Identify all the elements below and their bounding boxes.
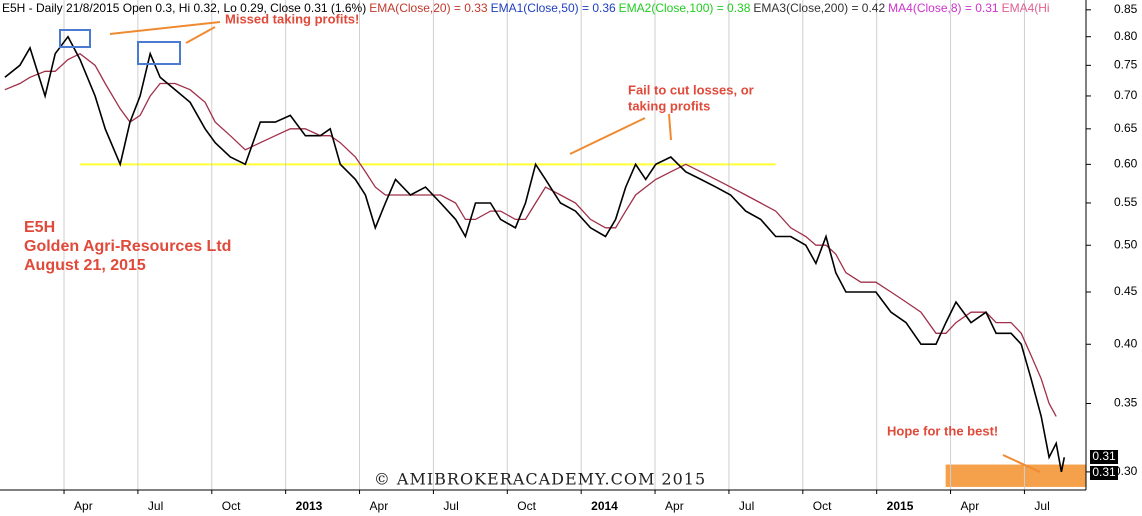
- y-tick-label: 0.80: [1114, 29, 1138, 43]
- x-tick-label: Apr: [961, 499, 980, 513]
- arrow: [1002, 454, 1041, 473]
- price-tag: 0.31: [1092, 465, 1116, 479]
- x-tick-label: Jul: [148, 499, 163, 513]
- y-tick-label: 0.50: [1114, 237, 1138, 251]
- x-tick-label: 2015: [887, 499, 914, 513]
- price-tag-box: [1090, 450, 1118, 464]
- header: E5H - Daily 21/8/2015 Open 0.3, Hi 0.32,…: [2, 1, 1050, 15]
- info: E5H: [24, 219, 55, 236]
- series-line: [4, 35, 1066, 473]
- x-tick-label: Oct: [813, 499, 832, 513]
- x-tick-label: 2014: [591, 499, 618, 513]
- arrow: [569, 117, 646, 155]
- arrow: [109, 21, 221, 35]
- y-tick-label: 0.40: [1114, 336, 1138, 350]
- y-tick-label: 0.30: [1114, 464, 1138, 478]
- grid: [63, 0, 1025, 490]
- x-tick-label: Jul: [443, 499, 458, 513]
- arrows: [109, 21, 1041, 473]
- info: August 21, 2015: [24, 257, 146, 274]
- y-tick-label: 0.75: [1114, 58, 1138, 72]
- annotation: Fail to cut losses, or: [628, 82, 754, 97]
- x-tick-label: Oct: [222, 499, 241, 513]
- y-tick-label: 0.85: [1114, 2, 1138, 16]
- highlight-box: [59, 29, 91, 48]
- header-item: EMA2(Close,100) = 0.38: [619, 1, 751, 15]
- series-line: [4, 52, 1057, 417]
- x-tick-label: Apr: [370, 499, 389, 513]
- x-tick-label: Jul: [1034, 499, 1049, 513]
- header-item: EMA4(Hi: [1002, 1, 1050, 15]
- x-tick-label: Jul: [739, 499, 754, 513]
- price-tag: 0.31: [1092, 449, 1116, 463]
- header-item: E5H - Daily 21/8/2015 Open 0.3, Hi 0.32,…: [2, 1, 366, 15]
- annotation: taking profits: [628, 98, 710, 113]
- y-tick-label: 0.45: [1114, 284, 1138, 298]
- price-tag-box: [1090, 466, 1118, 480]
- y-tick-label: 0.65: [1114, 121, 1138, 135]
- watermark: © AMIBROKERACADEMY.COM 2015: [374, 470, 706, 489]
- x-tick-label: 2013: [296, 499, 323, 513]
- highlight-box: [137, 41, 181, 65]
- x-tick-label: Apr: [665, 499, 684, 513]
- header-item: EMA1(Close,50) = 0.36: [491, 1, 616, 15]
- y-tick-label: 0.35: [1114, 396, 1138, 410]
- y-tick-label: 0.60: [1114, 157, 1138, 171]
- y-tick-label: 0.70: [1114, 88, 1138, 102]
- header-item: EMA3(Close,200) = 0.42: [753, 1, 885, 15]
- header-item: EMA(Close,20) = 0.33: [369, 1, 488, 15]
- annotation: Hope for the best!: [887, 423, 998, 438]
- header-item: MA4(Close,8) = 0.31: [888, 1, 999, 15]
- arrow: [185, 26, 216, 44]
- x-tick-label: Apr: [74, 499, 93, 513]
- info: Golden Agri-Resources Ltd: [24, 238, 231, 255]
- lines: [4, 35, 1066, 473]
- arrow: [668, 113, 672, 141]
- x-tick-label: Oct: [517, 499, 536, 513]
- underlay: [80, 163, 1086, 487]
- highlight-zone: [945, 464, 1086, 487]
- y-tick-label: 0.55: [1114, 195, 1138, 209]
- annotation: Missed taking profits!: [225, 11, 359, 26]
